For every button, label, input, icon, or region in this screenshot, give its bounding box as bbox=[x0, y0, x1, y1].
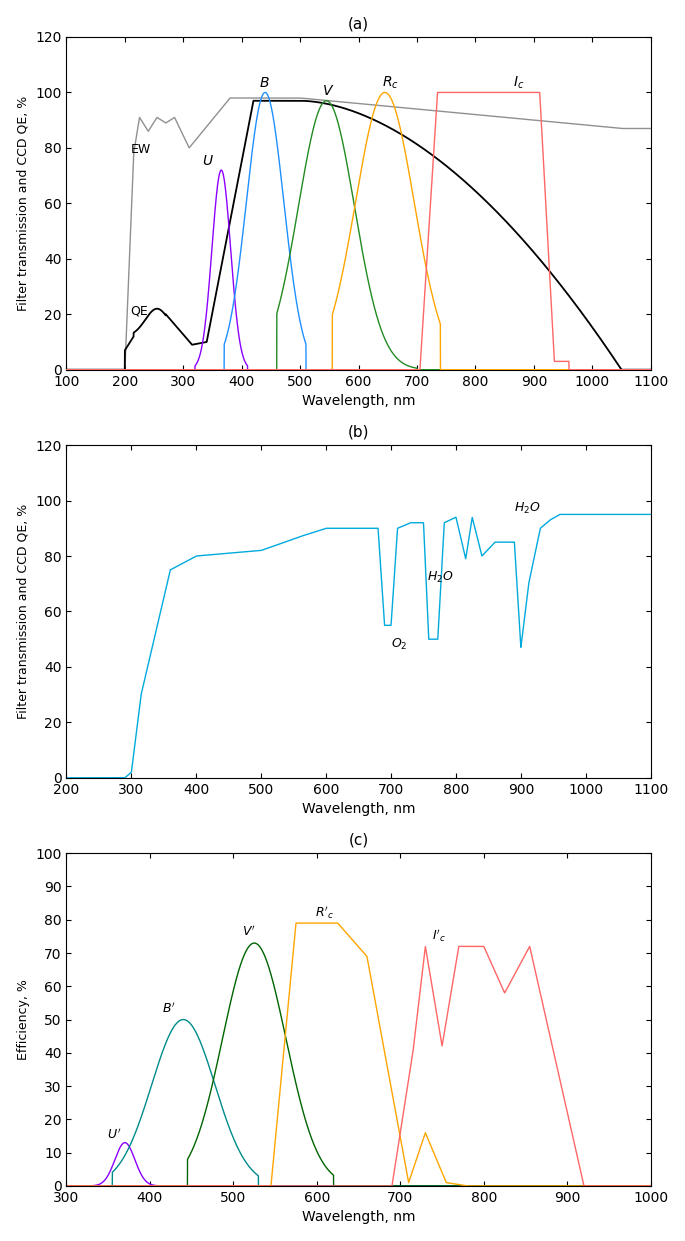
Text: $U'$: $U'$ bbox=[107, 1128, 121, 1142]
Text: $H_2O$: $H_2O$ bbox=[514, 500, 541, 516]
Y-axis label: Filter transmission and CCD QE, %: Filter transmission and CCD QE, % bbox=[16, 96, 29, 311]
Text: $O_2$: $O_2$ bbox=[391, 637, 408, 652]
Text: $I_c$: $I_c$ bbox=[514, 74, 525, 92]
Text: $R'_c$: $R'_c$ bbox=[315, 903, 334, 921]
Y-axis label: Filter transmission and CCD QE, %: Filter transmission and CCD QE, % bbox=[16, 504, 29, 719]
Title: (c): (c) bbox=[349, 833, 369, 848]
Text: $B$: $B$ bbox=[259, 76, 270, 89]
Title: (b): (b) bbox=[348, 424, 369, 439]
Text: $R_c$: $R_c$ bbox=[382, 74, 399, 92]
Title: (a): (a) bbox=[348, 16, 369, 32]
Text: $V'$: $V'$ bbox=[242, 925, 256, 939]
Y-axis label: Efficiency, %: Efficiency, % bbox=[16, 979, 29, 1060]
X-axis label: Wavelength, nm: Wavelength, nm bbox=[302, 395, 415, 408]
Text: $V$: $V$ bbox=[322, 84, 334, 98]
Text: QE: QE bbox=[131, 304, 149, 318]
Text: $B'$: $B'$ bbox=[162, 1001, 176, 1016]
Text: $U$: $U$ bbox=[202, 154, 214, 168]
X-axis label: Wavelength, nm: Wavelength, nm bbox=[302, 1210, 415, 1225]
Text: EW: EW bbox=[131, 144, 151, 156]
X-axis label: Wavelength, nm: Wavelength, nm bbox=[302, 802, 415, 817]
Text: $H_2O$: $H_2O$ bbox=[427, 570, 453, 585]
Text: $I'_c$: $I'_c$ bbox=[432, 927, 446, 944]
